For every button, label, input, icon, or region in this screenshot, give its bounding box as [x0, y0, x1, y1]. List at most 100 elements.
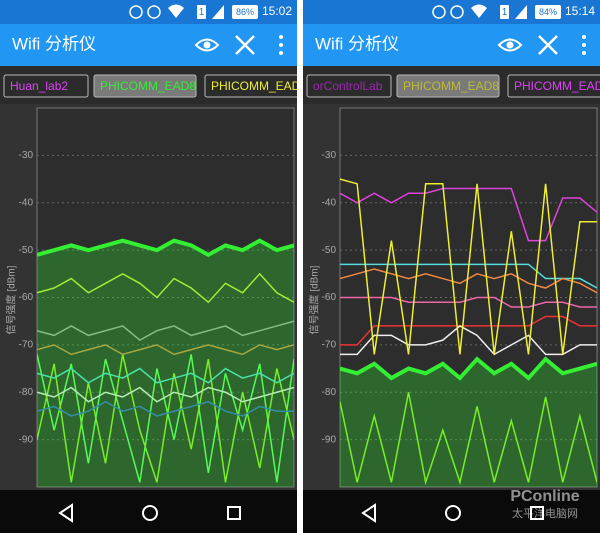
chip-label: PHICOMM_EAD8 — [100, 79, 196, 93]
chip[interactable] — [306, 74, 392, 98]
dnd-icon — [432, 5, 446, 19]
y-tick-label: -60 — [322, 292, 337, 303]
app-bar — [0, 24, 297, 66]
lines — [37, 238, 294, 487]
signal-line — [37, 238, 294, 258]
more-icon[interactable] — [582, 43, 586, 47]
y-axis-label: 信号强度 [dBm] — [308, 265, 321, 334]
sim-label: 1 — [502, 7, 508, 18]
y-tick-label: -50 — [19, 245, 34, 256]
signal-line — [340, 356, 597, 381]
sim-badge — [197, 5, 206, 19]
chip-label: PHICOMM_EAD8 — [514, 79, 600, 93]
signal-line — [37, 386, 294, 403]
y-axis-label: 信号强度 [dBm] — [5, 265, 18, 334]
lines-clip — [340, 178, 597, 487]
chip[interactable] — [507, 74, 600, 98]
signal-icon — [515, 5, 527, 19]
signal-line — [340, 178, 597, 355]
watermark-subtitle: 太平洋电脑网 — [512, 506, 578, 520]
more-icon[interactable] — [582, 35, 586, 39]
tools-icon[interactable] — [235, 35, 255, 55]
eye-pupil — [203, 41, 211, 49]
chip-label: PHICOMM_EAD8 — [211, 79, 307, 93]
app-title: Wifi 分析仪 — [315, 34, 399, 53]
nav-back[interactable] — [58, 503, 73, 523]
wifi-icon — [168, 4, 184, 18]
signal-line — [340, 392, 597, 486]
y-tick-label: -60 — [19, 292, 34, 303]
nav-home[interactable] — [142, 505, 158, 521]
battery-badge — [535, 5, 561, 19]
nav-home[interactable] — [445, 505, 461, 521]
y-tick-label: -40 — [19, 197, 34, 208]
y-tick-label: -80 — [19, 387, 34, 398]
divider — [297, 0, 303, 533]
battery-badge — [232, 5, 258, 19]
alarm-icon — [450, 5, 464, 19]
chip[interactable] — [204, 74, 315, 98]
signal-icon — [212, 5, 224, 19]
chips-inner: Huan_lab2 PHICOMM_EAD8 PHICOMM_EAD8 — [3, 74, 315, 98]
y-tick-label: -90 — [322, 434, 337, 445]
lines — [340, 178, 597, 487]
alarm-icon — [147, 5, 161, 19]
nav-recent[interactable] — [530, 506, 544, 520]
nav-bar — [0, 490, 297, 533]
chip[interactable] — [396, 74, 500, 98]
more-icon[interactable] — [279, 35, 283, 39]
battery-label: 86% — [236, 7, 254, 17]
signal-line — [37, 367, 294, 384]
tools-icon[interactable] — [538, 35, 558, 55]
wifi-icon — [471, 4, 487, 18]
y-tick-label: -30 — [322, 150, 337, 161]
signal-line — [37, 272, 294, 304]
chip[interactable] — [3, 74, 89, 98]
signal-line — [37, 344, 294, 356]
signal-line — [340, 325, 597, 356]
battery-label: 84% — [539, 7, 557, 17]
eye-pupil — [506, 41, 514, 49]
y-tick-label: -80 — [322, 387, 337, 398]
dnd-icon — [129, 5, 143, 19]
y-tick-label: -40 — [322, 197, 337, 208]
more-icon[interactable] — [279, 51, 283, 55]
sim-badge — [500, 5, 509, 19]
chip-label: PHICOMM_EAD8 — [403, 79, 499, 93]
app-bar — [303, 24, 600, 66]
nav-bar — [303, 490, 600, 533]
sim-label: 1 — [199, 7, 205, 18]
signal-line — [37, 320, 294, 342]
chips-inner: orControlLab PHICOMM_EAD8 PHICOMM_EAD8 — [306, 74, 600, 98]
chips: orControlLab PHICOMM_EAD8 PHICOMM_EAD8 — [306, 74, 600, 98]
status-time: 15:02 — [262, 4, 292, 18]
nav-recent[interactable] — [227, 506, 241, 520]
signal-line — [340, 315, 597, 346]
chip-label: orControlLab — [313, 79, 383, 93]
chip[interactable] — [93, 74, 197, 98]
phone-screen: 1 86% 15:02 Wifi 分析仪 Huan_lab2 PHICOMM_EAD8 PH… — [0, 0, 315, 533]
more-icon[interactable] — [582, 51, 586, 55]
y-tick-label: -70 — [322, 340, 337, 351]
chip-label: Huan_lab2 — [10, 79, 68, 93]
status-time: 15:14 — [565, 4, 595, 18]
lines-clip — [37, 238, 294, 487]
eye-icon[interactable] — [497, 38, 523, 52]
app-title: Wifi 分析仪 — [12, 34, 96, 53]
signal-line — [37, 354, 294, 483]
watermark-brand: PConline — [510, 488, 579, 505]
more-icon[interactable] — [279, 43, 283, 47]
signal-line — [340, 268, 597, 294]
signal-area — [340, 359, 597, 487]
y-tick-label: -90 — [19, 434, 34, 445]
nav-back[interactable] — [361, 503, 376, 523]
eye-icon[interactable] — [194, 38, 220, 52]
y-tick-label: -50 — [322, 245, 337, 256]
signal-line — [37, 400, 294, 417]
y-tick-label: -70 — [19, 340, 34, 351]
signal-area — [37, 240, 294, 487]
phone-screen: 1 84% 15:14 Wifi 分析仪 orControlLab PHICOMM_EAD… — [303, 0, 600, 533]
y-tick-label: -30 — [19, 150, 34, 161]
chips: Huan_lab2 PHICOMM_EAD8 PHICOMM_EAD8 — [3, 74, 315, 98]
